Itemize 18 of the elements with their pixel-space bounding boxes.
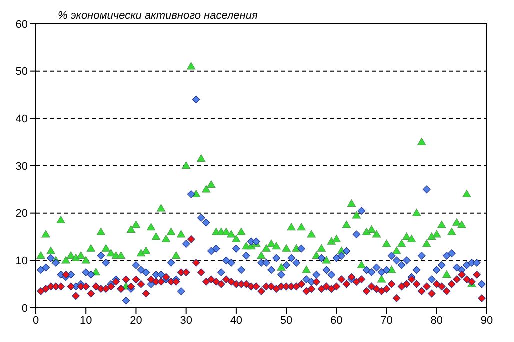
x-tick-label: 40 [230, 314, 243, 327]
x-tick-label: 30 [180, 314, 192, 327]
y-axis-title: % экономически активного населения [58, 10, 258, 22]
x-tick-label: 20 [130, 314, 142, 327]
x-tick-label: 50 [280, 314, 293, 327]
y-tick-label: 0 [22, 302, 28, 315]
x-tick-label: 80 [430, 314, 444, 327]
x-tick-label: 60 [330, 314, 343, 327]
y-tick-label: 30 [16, 160, 28, 173]
y-tick-label: 60 [16, 18, 28, 31]
x-tick-label: 10 [80, 314, 92, 327]
y-tick-label: 20 [16, 208, 28, 220]
x-tick-label: 70 [380, 314, 393, 327]
y-tick-label: 10 [16, 256, 28, 268]
x-tick-label: 90 [480, 314, 494, 327]
y-tick-label: 40 [16, 114, 28, 126]
x-tick-label: 0 [32, 314, 40, 327]
y-tick-label: 50 [16, 66, 28, 78]
